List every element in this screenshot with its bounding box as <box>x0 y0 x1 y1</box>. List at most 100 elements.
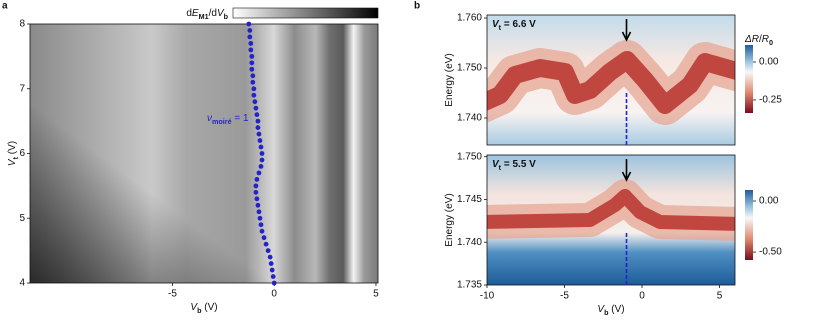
colorbar-a <box>232 7 379 19</box>
label-part: V <box>492 19 500 30</box>
annotation: Vt = 5.5 V <box>492 159 536 173</box>
dot <box>261 235 267 241</box>
y-tick-label: 1.740 <box>457 113 482 124</box>
dot <box>255 118 261 124</box>
y-tick-label: 1.740 <box>457 237 482 248</box>
label-part: ν <box>207 113 212 124</box>
x-tick-label: 0 <box>639 291 645 302</box>
dot <box>249 53 255 59</box>
dot <box>256 131 262 137</box>
colorbar-label: dEM1/dVb <box>186 8 228 22</box>
dot <box>255 202 261 208</box>
colorbar-tick-label: -0.25 <box>759 95 782 106</box>
plot-frame <box>486 154 736 286</box>
label-part: V <box>190 302 198 313</box>
label-part: b <box>604 308 609 317</box>
dot <box>253 189 259 195</box>
dot <box>251 92 257 98</box>
dot <box>246 21 252 27</box>
y-tick-label: 1.750 <box>457 151 482 162</box>
label-part: moiré <box>212 117 232 126</box>
label-part: M1 <box>199 12 209 21</box>
colorbar-b2 <box>745 190 753 260</box>
dot <box>248 41 254 46</box>
colorbar-tick-label: 0.00 <box>759 57 779 68</box>
heatmap-backgrounds <box>30 7 753 285</box>
panel-label: a <box>2 1 8 12</box>
label-part: 0 <box>769 38 773 47</box>
band-b2 <box>487 179 735 241</box>
colorbar-label: ΔR/R0 <box>744 34 773 48</box>
dot <box>257 215 263 221</box>
dot <box>248 47 254 53</box>
y-tick-label: 1.745 <box>457 194 482 205</box>
heatmap-a-shade <box>30 24 378 283</box>
y-tick-label: 6 <box>19 148 25 159</box>
label-part: V <box>7 158 18 166</box>
label-part: V <box>492 159 500 170</box>
annotation: Vt = 6.6 V <box>492 19 536 33</box>
x-axis-label: Vb (V) <box>190 302 217 316</box>
y-tick-label: 1.735 <box>457 280 482 291</box>
dot <box>253 183 259 189</box>
dot <box>259 151 265 156</box>
dot <box>257 138 263 143</box>
label-part: (V) <box>7 141 18 157</box>
label-part: = 1 <box>232 113 249 124</box>
dot <box>263 241 269 247</box>
dot <box>271 280 277 286</box>
label-part: V <box>597 304 605 315</box>
label-part: (V) <box>608 304 624 315</box>
y-tick-label: 4 <box>19 278 25 289</box>
label-part: = 5.5 V <box>501 159 536 170</box>
x-tick-label: -10 <box>480 291 495 302</box>
label-part: E <box>192 8 199 19</box>
colorbar-tick-label: 0.00 <box>759 196 779 207</box>
dot <box>259 157 265 163</box>
x-tick-label: 5 <box>373 289 379 300</box>
dot <box>258 144 264 150</box>
plot-frame <box>486 14 736 146</box>
dot <box>256 170 262 176</box>
x-tick-label: -5 <box>168 289 177 300</box>
label-part: Energy (eV) <box>444 53 455 106</box>
label-part: t <box>11 156 20 159</box>
dot <box>247 28 253 33</box>
label-part: (V) <box>201 302 217 313</box>
label-part: ΔR <box>744 34 759 45</box>
dot <box>254 112 260 118</box>
y-tick-label: 1.750 <box>457 63 482 74</box>
x-tick-label: 0 <box>271 289 277 300</box>
dot <box>268 261 274 266</box>
colorbar-b1 <box>745 45 753 113</box>
marker-arrow <box>621 19 632 42</box>
label-part: b <box>224 12 229 21</box>
x-tick-label: -5 <box>560 291 569 302</box>
dot <box>270 274 276 279</box>
y-tick-label: 8 <box>19 19 25 30</box>
label-part: V <box>217 8 225 19</box>
dot <box>250 73 256 79</box>
y-axis-label: Vt (V) <box>7 141 21 166</box>
label-part: / <box>759 34 762 45</box>
label-part: /d <box>209 8 217 19</box>
x-tick-label: 5 <box>717 291 723 302</box>
label-part: R <box>762 34 769 45</box>
marker-arrow <box>621 159 632 182</box>
label-part: = 6.6 V <box>501 19 536 30</box>
dot <box>269 267 275 273</box>
label-part: d <box>186 8 192 19</box>
y-axis-label: Energy (eV) <box>444 193 455 246</box>
dot <box>252 99 258 105</box>
dot <box>249 60 255 66</box>
dot <box>254 196 260 202</box>
dot <box>259 228 265 234</box>
label-part: Energy (eV) <box>444 193 455 246</box>
label-part: t <box>499 163 502 172</box>
dot <box>258 222 264 228</box>
label-part: t <box>499 23 502 32</box>
label-part: b <box>197 306 202 315</box>
dot <box>249 66 255 72</box>
y-axis-label: Energy (eV) <box>444 53 455 106</box>
